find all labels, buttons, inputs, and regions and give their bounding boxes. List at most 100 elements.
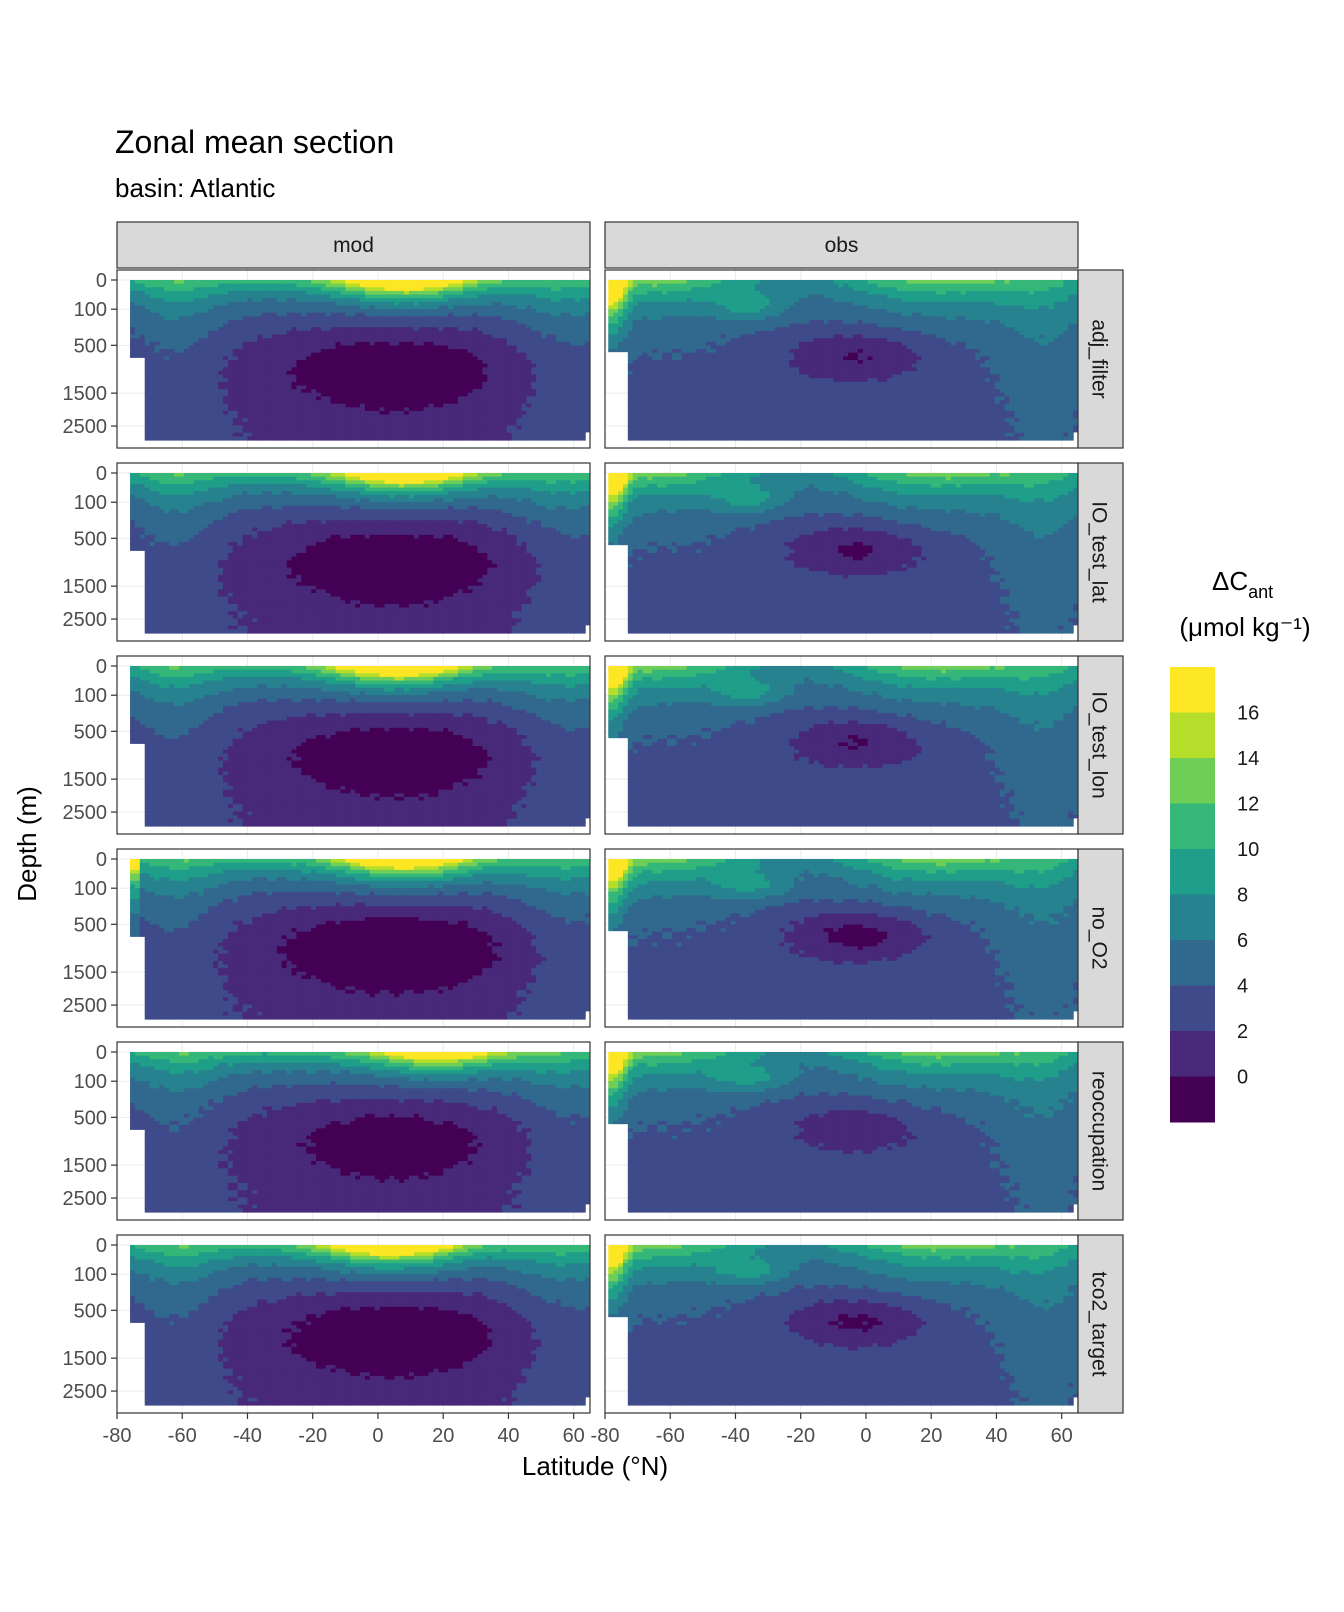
contour-cell xyxy=(223,334,229,339)
contour-cell xyxy=(355,363,361,368)
contour-cell xyxy=(580,305,586,310)
contour-cell xyxy=(364,334,371,339)
contour-cell xyxy=(286,301,293,307)
contour-cell xyxy=(413,392,420,397)
contour-cell xyxy=(203,421,209,427)
contour-cell xyxy=(345,312,351,317)
contour-cell xyxy=(320,407,327,412)
contour-cell xyxy=(193,349,200,354)
contour-cell xyxy=(545,309,552,314)
contour-cell xyxy=(511,403,518,408)
contour-cell xyxy=(203,429,209,434)
contour-cell xyxy=(154,356,161,361)
contour-cell xyxy=(575,338,581,343)
contour-cell xyxy=(247,349,253,354)
contour-cell xyxy=(271,352,278,357)
contour-cell xyxy=(232,381,239,387)
contour-cell xyxy=(404,381,410,387)
contour-cell xyxy=(506,330,513,336)
contour-cell xyxy=(213,425,219,430)
contour-cell xyxy=(340,421,346,427)
contour-cell xyxy=(506,363,513,368)
contour-cell xyxy=(223,338,229,343)
contour-cell xyxy=(350,389,356,394)
contour-cell xyxy=(438,425,444,430)
contour-cell xyxy=(369,290,376,296)
contour-cell xyxy=(286,421,293,427)
contour-cell xyxy=(676,429,683,434)
contour-cell xyxy=(521,327,527,332)
contour-cell xyxy=(565,290,572,296)
contour-cell xyxy=(159,316,165,321)
contour-cell xyxy=(340,312,346,317)
contour-cell xyxy=(506,349,513,354)
contour-cell xyxy=(521,312,527,317)
contour-cell xyxy=(237,287,244,292)
contour-cell xyxy=(203,334,209,339)
contour-cell xyxy=(487,305,493,310)
contour-cell xyxy=(433,418,439,423)
contour-cell xyxy=(511,432,518,437)
contour-cell xyxy=(575,298,581,303)
contour-cell xyxy=(580,352,586,357)
contour-cell xyxy=(360,436,366,441)
contour-cell xyxy=(408,290,415,296)
contour-cell xyxy=(550,312,557,317)
contour-cell xyxy=(369,381,376,387)
contour-cell xyxy=(433,410,439,416)
contour-cell xyxy=(501,403,508,408)
contour-cell xyxy=(281,349,288,354)
contour-cell xyxy=(657,396,663,401)
panel-border xyxy=(116,269,591,449)
contour-cell xyxy=(696,338,702,343)
contour-cell xyxy=(652,330,658,336)
contour-cell xyxy=(252,345,258,350)
contour-cell xyxy=(526,389,532,394)
contour-cell xyxy=(257,381,263,387)
contour-cell xyxy=(487,374,493,379)
contour-cell xyxy=(154,389,161,394)
contour-cell xyxy=(159,418,165,423)
contour-cell xyxy=(174,338,180,343)
contour-cell xyxy=(178,389,185,394)
contour-cell xyxy=(536,432,542,437)
contour-cell xyxy=(223,327,229,332)
contour-cell xyxy=(286,305,293,310)
contour-cell xyxy=(237,389,244,394)
contour-cell xyxy=(291,418,298,423)
contour-cell xyxy=(408,345,415,350)
contour-cell xyxy=(227,290,234,296)
contour-cell xyxy=(477,421,483,427)
contour-cell xyxy=(662,403,668,408)
contour-cell xyxy=(188,316,195,321)
contour-cell xyxy=(701,345,707,350)
contour-cell xyxy=(618,298,624,303)
contour-cell xyxy=(428,429,435,434)
contour-cell xyxy=(647,305,653,310)
contour-cell xyxy=(501,432,508,437)
contour-cell xyxy=(652,396,658,401)
contour-cell xyxy=(541,396,547,401)
contour-cell xyxy=(311,378,317,383)
contour-cell xyxy=(550,432,557,437)
contour-cell xyxy=(541,363,547,368)
contour-cell xyxy=(531,334,537,339)
contour-cell xyxy=(325,400,332,405)
contour-cell xyxy=(686,370,693,376)
contour-cell xyxy=(487,330,493,336)
contour-cell xyxy=(462,378,469,383)
contour-cell xyxy=(613,341,619,347)
contour-cell xyxy=(169,323,175,328)
contour-cell xyxy=(232,312,239,317)
contour-cell xyxy=(632,410,639,416)
contour-cell xyxy=(418,389,425,394)
contour-cell xyxy=(506,352,513,357)
contour-cell xyxy=(452,407,459,412)
contour-cell xyxy=(580,436,586,441)
contour-cell xyxy=(681,341,688,347)
contour-cell xyxy=(154,338,161,343)
contour-cell xyxy=(701,327,707,332)
contour-cell xyxy=(477,323,483,328)
contour-cell xyxy=(652,327,658,332)
contour-cell xyxy=(536,309,542,314)
